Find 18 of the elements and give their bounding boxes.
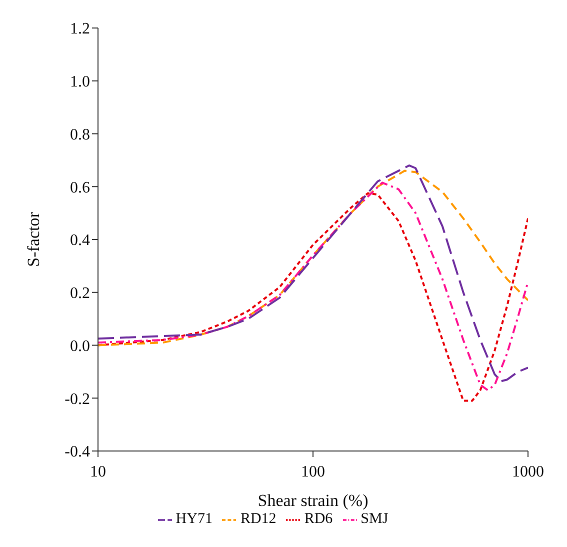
y-tick-label: 0.4 <box>70 232 90 250</box>
y-tick-label: 0.2 <box>70 285 90 302</box>
x-tick-label: 10 <box>90 463 106 480</box>
legend-label: RD6 <box>304 511 333 527</box>
legend-label: HY71 <box>176 511 212 527</box>
y-tick-label: 0.6 <box>70 179 90 196</box>
y-tick-label: -0.4 <box>64 444 90 461</box>
legend-label: RD12 <box>240 511 276 527</box>
x-axis-title: Shear strain (%) <box>258 491 368 510</box>
x-tick-label: 1000 <box>512 463 544 480</box>
y-tick-label: 1.2 <box>70 20 90 38</box>
legend-label: SMJ <box>360 511 388 527</box>
x-tick-label: 100 <box>301 463 325 480</box>
y-tick-label: 1.0 <box>70 74 90 91</box>
y-tick-label: 0.8 <box>70 126 90 144</box>
y-tick-label: -0.2 <box>64 390 90 408</box>
y-axis-title: S-factor <box>24 212 44 267</box>
y-tick-label: 0.0 <box>70 338 90 355</box>
